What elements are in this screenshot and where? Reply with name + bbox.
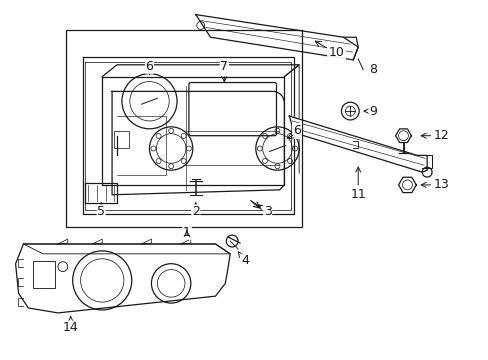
Text: 2: 2 (191, 203, 199, 218)
Text: 3: 3 (258, 205, 271, 218)
Text: 10: 10 (328, 45, 344, 59)
Text: 7: 7 (220, 60, 228, 82)
Text: 12: 12 (420, 129, 449, 142)
Text: 11: 11 (349, 167, 366, 201)
Bar (66, 30, 302, 227)
Polygon shape (16, 244, 230, 313)
Text: 6: 6 (145, 60, 153, 74)
Text: 1: 1 (183, 226, 190, 239)
Polygon shape (289, 116, 426, 172)
Text: 9: 9 (363, 105, 376, 118)
Text: 13: 13 (420, 179, 449, 192)
Bar (114, 131, 128, 148)
Polygon shape (195, 15, 358, 60)
Bar (33, 261, 55, 288)
Text: 4: 4 (238, 252, 248, 267)
Text: 6: 6 (293, 124, 301, 137)
Text: 8: 8 (368, 63, 376, 76)
Text: 5: 5 (97, 203, 105, 218)
Text: 14: 14 (63, 317, 79, 334)
